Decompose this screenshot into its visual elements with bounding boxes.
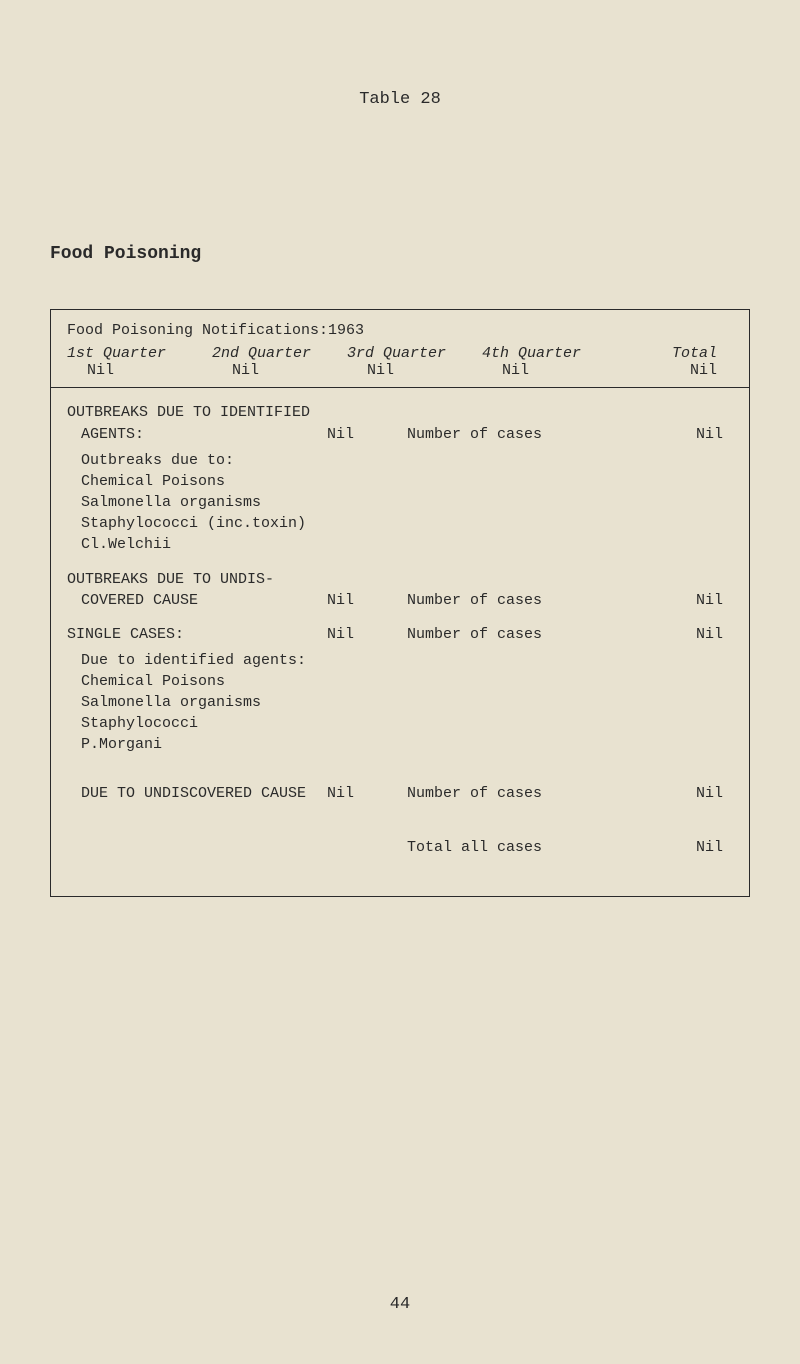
table-number: Table 28: [50, 90, 750, 109]
q4-value: Nil: [482, 362, 627, 379]
section3-desc: Number of cases: [407, 624, 607, 646]
table-header: Food Poisoning Notifications:1963 1st Qu…: [67, 322, 733, 379]
q2-label: 2nd Quarter: [212, 345, 347, 362]
section3-sub3: Salmonella organisms: [81, 692, 733, 713]
section3-sub1: Due to identified agents:: [81, 650, 733, 671]
section5-label: [67, 837, 327, 859]
section3-nil: Nil: [327, 624, 407, 646]
section5-row: Total all cases Nil: [67, 837, 733, 859]
table-container: Food Poisoning Notifications:1963 1st Qu…: [50, 309, 750, 897]
section1-label: AGENTS:: [67, 424, 327, 446]
total-label: Total: [627, 345, 717, 362]
section4-row: DUE TO UNDISCOVERED CAUSE Nil Number of …: [67, 783, 733, 805]
page-number: 44: [390, 1295, 410, 1314]
section1-sub4: Staphylococci (inc.toxin): [81, 513, 733, 534]
section2-desc: Number of cases: [407, 590, 607, 612]
section2-nil: Nil: [327, 590, 407, 612]
section3-val: Nil: [607, 624, 733, 646]
section3-sub5: P.Morgani: [81, 734, 733, 755]
section1-sublist: Outbreaks due to: Chemical Poisons Salmo…: [81, 450, 733, 555]
q1-label: 1st Quarter: [67, 345, 212, 362]
section2-label: COVERED CAUSE: [67, 590, 327, 612]
q3-value: Nil: [347, 362, 482, 379]
section3-row: SINGLE CASES: Nil Number of cases Nil: [67, 624, 733, 646]
section1-desc: Number of cases: [407, 424, 607, 446]
section5-val: Nil: [607, 837, 733, 859]
q2-value: Nil: [212, 362, 347, 379]
section2-heading: OUTBREAKS DUE TO UNDIS-: [67, 569, 733, 591]
table-divider: [51, 387, 749, 388]
section3-sub2: Chemical Poisons: [81, 671, 733, 692]
section-title: Food Poisoning: [50, 244, 750, 264]
section5-nil: [327, 837, 407, 859]
section5-desc: Total all cases: [407, 837, 607, 859]
section4-desc: Number of cases: [407, 783, 607, 805]
section3-sublist: Due to identified agents: Chemical Poiso…: [81, 650, 733, 755]
section4-val: Nil: [607, 783, 733, 805]
section1-sub5: Cl.Welchii: [81, 534, 733, 555]
q3-label: 3rd Quarter: [347, 345, 482, 362]
quarter-labels-row: 1st Quarter Nil 2nd Quarter Nil 3rd Quar…: [67, 345, 733, 379]
section3-sub4: Staphylococci: [81, 713, 733, 734]
section1-row: AGENTS: Nil Number of cases Nil: [67, 424, 733, 446]
total-value: Nil: [627, 362, 717, 379]
q4-label: 4th Quarter: [482, 345, 627, 362]
section1-sub1: Outbreaks due to:: [81, 450, 733, 471]
section1-sub3: Salmonella organisms: [81, 492, 733, 513]
section4-label: DUE TO UNDISCOVERED CAUSE: [67, 783, 327, 805]
q1-value: Nil: [67, 362, 212, 379]
section1-sub2: Chemical Poisons: [81, 471, 733, 492]
section3-label: SINGLE CASES:: [67, 624, 327, 646]
header-title: Food Poisoning Notifications:1963: [67, 322, 733, 339]
section1-val: Nil: [607, 424, 733, 446]
section4-nil: Nil: [327, 783, 407, 805]
section1-heading: OUTBREAKS DUE TO IDENTIFIED: [67, 402, 733, 424]
section1-nil: Nil: [327, 424, 407, 446]
section2-val: Nil: [607, 590, 733, 612]
section2-row: COVERED CAUSE Nil Number of cases Nil: [67, 590, 733, 612]
data-section: OUTBREAKS DUE TO IDENTIFIED AGENTS: Nil …: [67, 402, 733, 876]
